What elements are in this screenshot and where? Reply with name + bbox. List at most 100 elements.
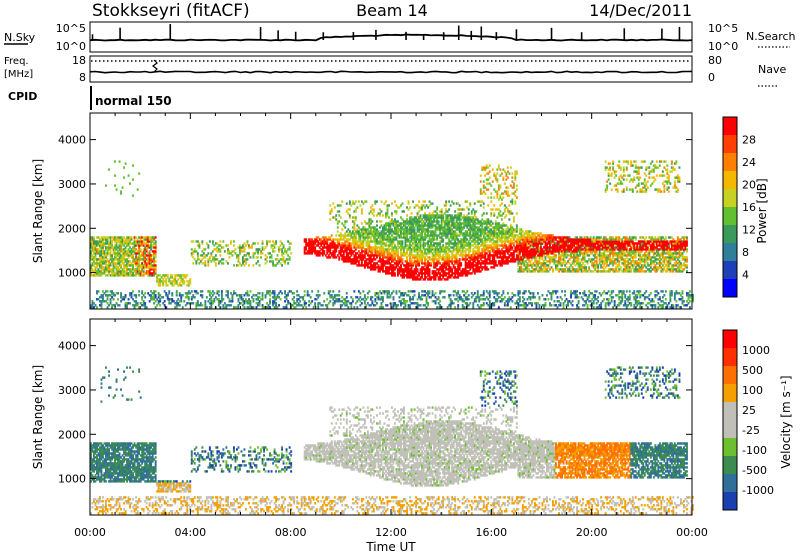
heatmap-cell: [174, 278, 177, 281]
heatmap-cell: [135, 244, 138, 247]
heatmap-cell: [336, 220, 339, 223]
heatmap-cell: [377, 252, 380, 255]
heatmap-cell: [317, 294, 320, 297]
heatmap-cell: [151, 244, 154, 247]
heatmap-cell: [139, 258, 142, 261]
heatmap-cell: [306, 292, 309, 295]
heatmap-cell: [312, 240, 315, 243]
heatmap-cell: [243, 300, 246, 303]
heatmap-cell: [442, 238, 445, 241]
heatmap-cell: [240, 302, 243, 305]
heatmap-cell: [376, 238, 378, 241]
heatmap-cell: [412, 200, 415, 203]
heatmap-cell: [214, 248, 217, 251]
heatmap-cell: [338, 256, 341, 259]
heatmap-cell: [120, 242, 123, 245]
heatmap-cell: [165, 292, 168, 295]
heatmap-cell: [272, 240, 275, 243]
heatmap-cell: [315, 254, 318, 257]
heatmap-cell: [376, 246, 378, 249]
heatmap-cell: [111, 242, 114, 245]
heatmap-cell: [210, 304, 213, 307]
heatmap-cell: [106, 294, 109, 297]
heatmap-cell: [130, 250, 133, 253]
heatmap-cell: [133, 294, 136, 297]
heatmap-cell: [320, 244, 323, 247]
heatmap-cell: [351, 258, 354, 261]
heatmap-cell: [299, 304, 302, 307]
heatmap-cell: [105, 264, 107, 267]
heatmap-cell: [419, 214, 422, 217]
heatmap-cell: [353, 222, 356, 225]
heatmap-cell: [356, 300, 359, 303]
heatmap-cell: [138, 274, 141, 277]
heatmap-cell: [360, 252, 363, 255]
heatmap-cell: [216, 250, 219, 253]
heatmap-cell: [339, 254, 342, 257]
heatmap-cell: [360, 258, 363, 261]
heatmap-cell: [114, 254, 117, 257]
heatmap-cell: [363, 200, 366, 203]
heatmap-cell: [308, 304, 311, 307]
heatmap-cell: [383, 242, 386, 245]
heatmap-cell: [133, 268, 136, 271]
heatmap-cell: [150, 272, 153, 275]
heatmap-cell: [120, 272, 123, 275]
heatmap-cell: [333, 216, 336, 219]
heatmap-cell: [279, 248, 282, 251]
heatmap-cell: [114, 264, 117, 267]
heatmap-cell: [350, 244, 353, 247]
heatmap-cell: [96, 270, 98, 273]
heatmap-cell: [511, 212, 514, 215]
heatmap-cell: [339, 232, 342, 235]
heatmap-cell: [222, 240, 225, 243]
heatmap-cell: [332, 250, 335, 253]
heatmap-cell: [129, 264, 132, 267]
heatmap-cell: [303, 294, 306, 297]
heatmap-cell: [363, 228, 366, 231]
heatmap-cell: [227, 244, 229, 247]
heatmap-cell: [103, 300, 106, 303]
heatmap-cell: [324, 240, 327, 243]
heatmap-cell: [371, 230, 374, 233]
heatmap-cell: [394, 272, 396, 275]
heatmap-cell: [124, 240, 127, 243]
heatmap-cell: [90, 246, 92, 249]
heatmap-cell: [306, 242, 309, 245]
heatmap-cell: [365, 248, 368, 251]
heatmap-cell: [437, 296, 440, 299]
heatmap-cell: [282, 246, 285, 249]
cpid-value: normal 150: [95, 94, 172, 108]
heatmap-cell: [469, 202, 472, 205]
heatmap-cell: [178, 276, 181, 279]
heatmap-cell: [126, 236, 129, 239]
heatmap-cell: [154, 260, 157, 263]
heatmap-cell: [207, 244, 210, 247]
heatmap-cell: [376, 254, 378, 257]
heatmap-cell: [345, 252, 348, 255]
heatmap-cell: [356, 228, 359, 231]
heatmap-cell: [112, 270, 115, 273]
heatmap-cell: [339, 234, 342, 237]
heatmap-cell: [150, 266, 153, 269]
heatmap-cell: [372, 246, 375, 249]
heatmap-cell: [345, 256, 348, 259]
heatmap-cell: [139, 266, 142, 269]
heatmap-cell: [347, 306, 350, 309]
nsearch-label: N.Search: [746, 30, 796, 43]
heatmap-cell: [210, 300, 213, 303]
heatmap-cell: [118, 260, 121, 263]
heatmap-cell: [124, 250, 127, 253]
heatmap-cell: [139, 264, 142, 267]
heatmap-cell: [336, 300, 339, 303]
heatmap-cell: [151, 298, 154, 301]
heatmap-cell: [242, 250, 244, 253]
heatmap-cell: [108, 236, 111, 239]
heatmap-cell: [255, 256, 258, 259]
heatmap-cell: [258, 300, 261, 303]
heatmap-cell: [248, 306, 250, 309]
heatmap-cell: [385, 266, 387, 269]
heatmap-cell: [366, 252, 369, 255]
heatmap-cell: [246, 300, 249, 303]
heatmap-cell: [382, 214, 384, 217]
